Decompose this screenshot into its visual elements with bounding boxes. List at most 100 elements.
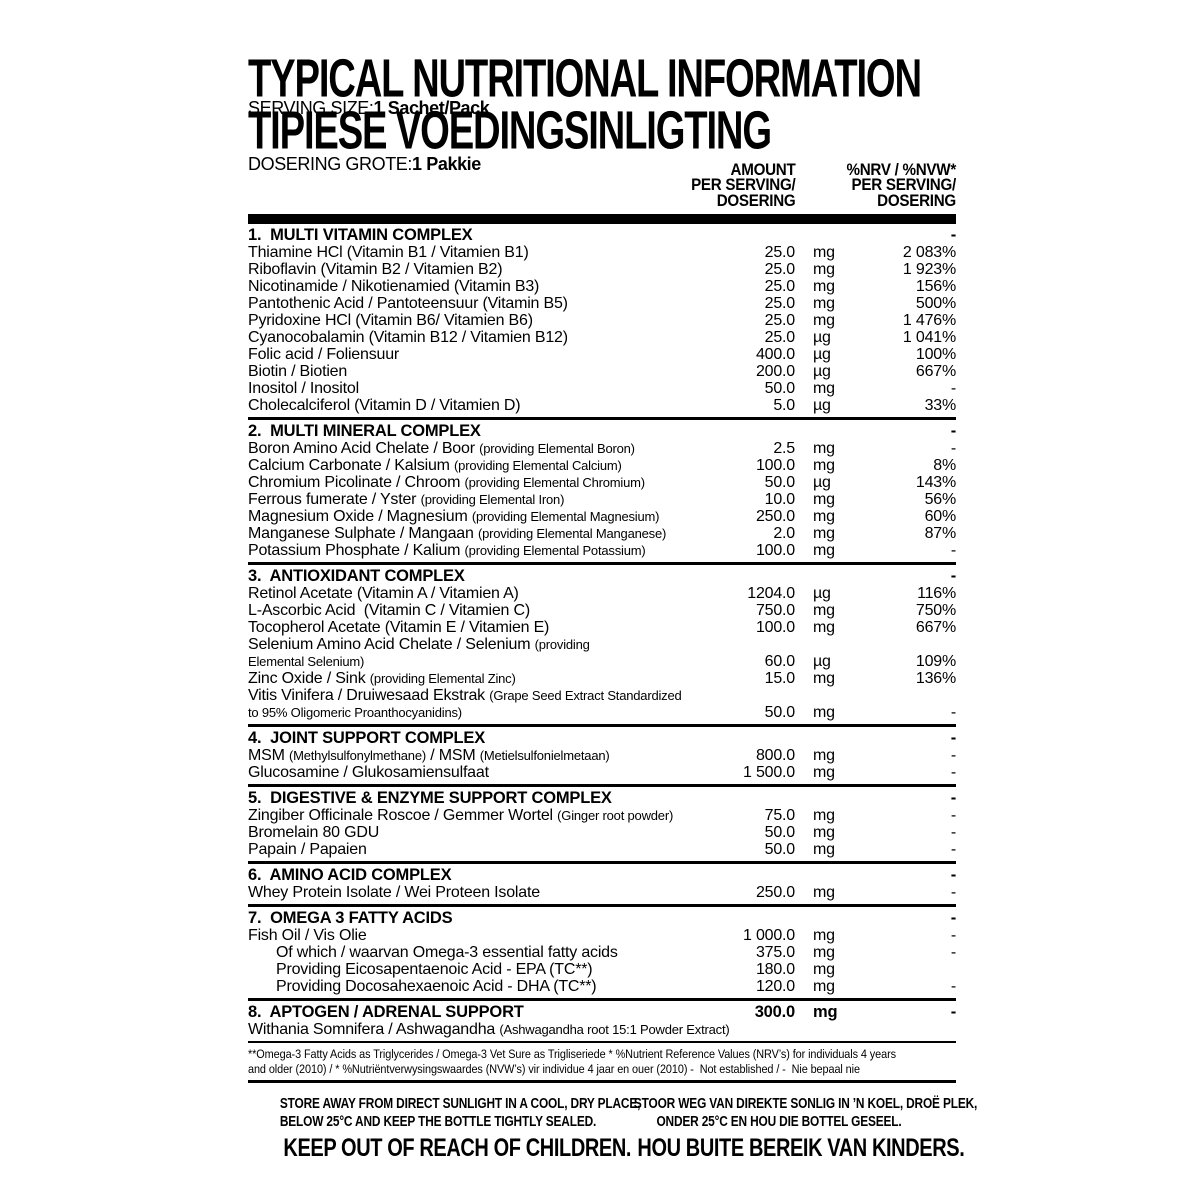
- section-header-row: 7. OMEGA 3 FATTY ACIDS -: [248, 910, 956, 927]
- section-nrv: -: [950, 422, 956, 440]
- nutrient-name: Withania Somnifera / Ashwagandha (Ashwag…: [248, 1021, 730, 1038]
- unit-label: µg: [813, 329, 831, 346]
- nrv-value: 1 923%: [902, 261, 956, 278]
- column-gap: [795, 764, 813, 781]
- nrv-value: -: [950, 824, 956, 841]
- amount-value: 375.0: [755, 944, 795, 961]
- section-title: 8. APTOGEN / ADRENAL SUPPORT: [248, 1003, 524, 1021]
- dosering-line: DOSERING GROTE:1 Pakkie: [248, 154, 489, 174]
- amount-value: 25.0: [764, 244, 796, 261]
- storage-line2-en: BELOW 25°C AND KEEP THE BOTTLE TIGHTLY S…: [279, 1114, 597, 1130]
- nutrient-row: Zingiber Officinale Roscoe / Gemmer Wort…: [248, 807, 956, 824]
- column-gap: [795, 653, 813, 670]
- nutrient-name-main: Folic acid / Foliensuur: [248, 346, 400, 363]
- nutrient-name-small: (providing Elemental Iron): [420, 492, 565, 507]
- amount-value: 50.0: [764, 704, 796, 721]
- section-title: 1. MULTI VITAMIN COMPLEX: [248, 226, 473, 244]
- section-3: 3. ANTIOXIDANT COMPLEX - Retinol Acetate (…: [248, 565, 956, 724]
- section-4: 4. JOINT SUPPORT COMPLEX - MSM (Methylsulf…: [248, 727, 956, 784]
- nrv-value: [861, 961, 956, 978]
- nutrient-row: Selenium Amino Acid Chelate / Selenium (…: [248, 636, 956, 653]
- amount-value: 50.0: [764, 841, 796, 858]
- unit-label: mg: [813, 491, 835, 508]
- storage-line2-af: ONDER 25°C EN HOU DIE BOTTEL GESEEL.: [656, 1114, 902, 1130]
- column-gap: [795, 824, 813, 841]
- section-divider: [248, 784, 956, 787]
- column-gap: [795, 542, 813, 559]
- amount-value: 2.5: [773, 440, 795, 457]
- column-gap: [795, 1004, 813, 1021]
- nutrient-name: Providing Eicosapentaenoic Acid - EPA (T…: [248, 961, 690, 978]
- section-7: 7. OMEGA 3 FATTY ACIDS - Fish Oil / Vis Ol…: [248, 907, 956, 998]
- nutrient-row: Providing Docosahexaenoic Acid - DHA (TC…: [248, 978, 956, 995]
- title-line-english: TYPICAL NUTRITIONAL INFORMATION: [248, 49, 922, 109]
- section-1: 1. MULTI VITAMIN COMPLEX - Thiamine HCl (V…: [248, 224, 956, 417]
- section-header-row: 2. MULTI MINERAL COMPLEX -: [248, 423, 956, 440]
- amount-column-header: AMOUNT PER SERVING/ DOSERING: [691, 161, 796, 211]
- unit-label: mg: [813, 312, 835, 329]
- nrv-value: 143%: [915, 474, 956, 491]
- amount-value: 25.0: [764, 312, 796, 329]
- nrv-value: -: [950, 440, 956, 457]
- nrv-value: 156%: [915, 278, 956, 295]
- unit-label: mg: [813, 295, 835, 312]
- nutrient-name: Riboflavin (Vitamin B2 / Vitamien B2): [248, 261, 690, 278]
- section-divider: [248, 998, 956, 1001]
- nutrient-row: Pyridoxine HCl (Vitamin B6/ Vitamien B6)…: [248, 312, 956, 329]
- column-gap: [795, 244, 813, 261]
- nutrient-name: Of which / waarvan Omega-3 essential fat…: [248, 944, 690, 961]
- footnote: **Omega-3 Fatty Acids as Triglycerides /…: [248, 1047, 896, 1076]
- nutrient-name-main: Nicotinamide / Nikotienamied (Vitamin B3…: [248, 278, 540, 295]
- nutrient-row: Tocopherol Acetate (Vitamin E / Vitamien…: [248, 619, 956, 636]
- amount-value: 10.0: [764, 491, 796, 508]
- nutrient-name-small: (Ashwagandha root 15:1 Powder Extract): [499, 1022, 730, 1037]
- amount-value: 1 000.0: [743, 927, 795, 944]
- amount-value: 50.0: [764, 380, 796, 397]
- column-gap: [795, 704, 813, 721]
- nutrient-row: Thiamine HCl (Vitamin B1 / Vitamien B1) 2…: [248, 244, 956, 261]
- column-gap: [795, 944, 813, 961]
- amount-value: 100.0: [755, 457, 795, 474]
- nutrient-name-main: Thiamine HCl (Vitamin B1 / Vitamien B1): [248, 244, 529, 261]
- unit-label: [813, 687, 861, 704]
- column-gap: [795, 397, 813, 414]
- nutrient-name-main: / MSM: [426, 747, 480, 764]
- nrv-value: -: [950, 747, 956, 764]
- nutrient-name-main: Potassium Phosphate / Kalium: [248, 542, 465, 559]
- section-title: 4. JOINT SUPPORT COMPLEX: [248, 729, 486, 747]
- nutrient-name: L-Ascorbic Acid (Vitamin C / Vitamien C): [248, 602, 690, 619]
- nutrient-row: L-Ascorbic Acid (Vitamin C / Vitamien C)…: [248, 602, 956, 619]
- nrv-header-line2: PER SERVING/: [851, 176, 957, 195]
- column-gap: [795, 440, 813, 457]
- column-gap: [795, 525, 813, 542]
- section-6: 6. AMINO ACID COMPLEX - Whey Protein Isola…: [248, 864, 956, 904]
- section-nrv: -: [950, 1003, 956, 1021]
- unit-label: mg: [813, 278, 835, 295]
- amount-header-line3: DOSERING: [716, 192, 795, 211]
- table-header: SERVING SIZE:1 Sachet/Pack DOSERING GROT…: [248, 99, 957, 211]
- nutrient-name-small: (providing Elemental Boron): [479, 441, 635, 456]
- amount-value: 800.0: [755, 747, 795, 764]
- column-gap: [795, 1021, 813, 1038]
- unit-label: µg: [813, 397, 831, 414]
- section-title: 2. MULTI MINERAL COMPLEX: [248, 422, 481, 440]
- section-title: 3. ANTIOXIDANT COMPLEX: [248, 567, 465, 585]
- nutrient-name: Whey Protein Isolate / Wei Proteen Isola…: [248, 884, 690, 901]
- nrv-value: -: [950, 841, 956, 858]
- nrv-column-header: %NRV / %NVW* PER SERVING/ DOSERING: [847, 161, 957, 210]
- section-title: 5. DIGESTIVE & ENZYME SUPPORT COMPLEX: [248, 789, 612, 807]
- column-gap: [795, 841, 813, 858]
- nutrient-name-main: Bromelain 80 GDU: [248, 824, 380, 841]
- nutrient-name-main: Pantothenic Acid / Pantoteensuur (Vitami…: [248, 295, 568, 312]
- column-gap: [795, 295, 813, 312]
- amount-value: 25.0: [764, 278, 796, 295]
- column-gap: [795, 747, 813, 764]
- section-8: 8. APTOGEN / ADRENAL SUPPORT 300.0 mg - With…: [248, 1001, 956, 1041]
- section-nrv: -: [950, 866, 956, 884]
- section-header-row: 8. APTOGEN / ADRENAL SUPPORT 300.0 mg -: [248, 1004, 956, 1021]
- nutrient-name: Zinc Oxide / Sink (providing Elemental Z…: [248, 670, 690, 687]
- section-nrv: -: [950, 567, 956, 585]
- nutrient-name-main: Inositol / Inositol: [248, 380, 359, 397]
- section-amount: [690, 910, 795, 927]
- section-unit: [813, 867, 861, 884]
